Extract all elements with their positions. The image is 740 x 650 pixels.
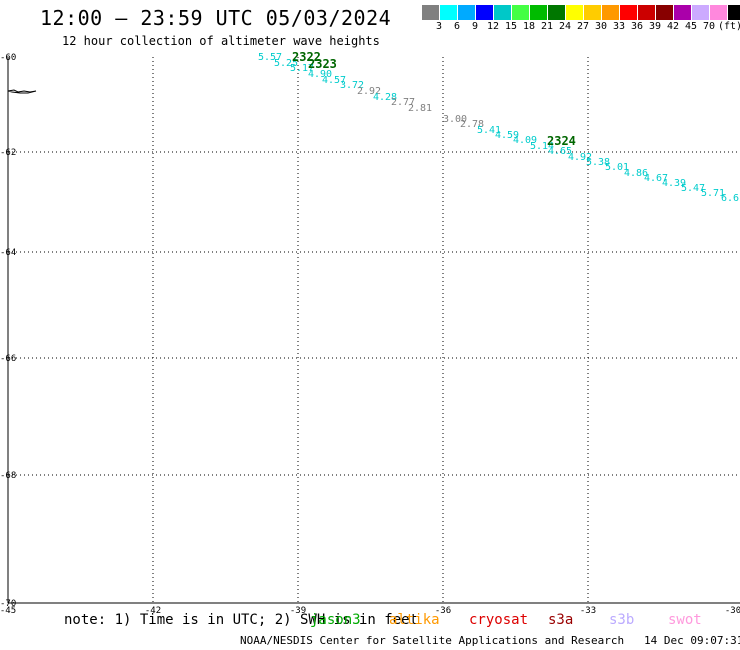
wave-height-label: 5.41	[477, 125, 501, 136]
pass-time-label: 2323	[308, 57, 337, 71]
wave-height-label: 5.38	[586, 157, 610, 168]
lat-label: -62	[0, 148, 16, 158]
pass-time-label: 2322	[292, 50, 321, 64]
legend-tick-label: 30	[594, 21, 608, 32]
legend-swatch	[511, 5, 529, 20]
lat-label: -64	[0, 248, 16, 258]
satellite-cryosat: cryosat	[469, 612, 529, 628]
wave-height-label: 4.57	[322, 75, 346, 86]
legend-swatch	[421, 5, 439, 20]
legend-tick-label: 24	[558, 21, 572, 32]
legend-tick-label: 45	[684, 21, 698, 32]
legend-swatch	[673, 5, 691, 20]
legend-tick-label: 15	[504, 21, 518, 32]
lon-label: -45	[0, 606, 16, 616]
wave-height-label: 5.14	[530, 141, 554, 152]
legend-swatch	[655, 5, 673, 20]
wave-height-label: 5.17	[290, 63, 314, 74]
color-legend	[421, 5, 740, 20]
legend-tick-label: 27	[576, 21, 590, 32]
legend-tick-label: 18	[522, 21, 536, 32]
lat-label: -68	[0, 471, 16, 481]
legend-tick-label: 33	[612, 21, 626, 32]
legend-swatch	[529, 5, 547, 20]
wave-height-label: 4.92	[568, 152, 592, 163]
legend-swatch	[583, 5, 601, 20]
lat-label: -66	[0, 354, 16, 364]
lon-label: -36	[435, 606, 451, 616]
legend-tick-label: 9	[471, 21, 479, 32]
lat-label: -70	[0, 599, 16, 609]
satellite-jason3: jason3	[310, 612, 361, 628]
legend-tick-label: 39	[648, 21, 662, 32]
lon-label: -30	[725, 606, 740, 616]
legend-tick-label: 42	[666, 21, 680, 32]
wave-height-label: 2.81	[408, 103, 432, 114]
wave-height-label: 4.90	[308, 69, 332, 80]
wave-height-label: 2.78	[460, 119, 484, 130]
wave-height-label: 5.71	[701, 188, 725, 199]
wave-height-label: 5.57	[258, 52, 282, 63]
footer-credit: NOAA/NESDIS Center for Satellite Applica…	[240, 634, 625, 647]
wave-height-label: 4.39	[662, 178, 686, 189]
page-title: 12:00 – 23:59 UTC 05/03/2024	[40, 6, 392, 30]
wave-height-label: 4.59	[495, 130, 519, 141]
legend-tick-label: 3	[435, 21, 443, 32]
page-subtitle: 12 hour collection of altimeter wave hei…	[62, 34, 380, 48]
wave-height-label: 5.25	[274, 58, 298, 69]
legend-unit: (ft)	[718, 21, 740, 32]
wave-height-label: 4.67	[644, 173, 668, 184]
legend-swatch	[637, 5, 655, 20]
wave-height-label: 3.00	[443, 114, 467, 125]
wave-height-label: 4.86	[624, 168, 648, 179]
wave-height-label: 4.09	[513, 135, 537, 146]
lon-label: -42	[145, 606, 161, 616]
satellite-s3a: s3a	[548, 612, 574, 628]
lon-label: -33	[580, 606, 596, 616]
legend-tick-label: 70	[702, 21, 716, 32]
footer-timestamp: 14 Dec 09:07:31 UTC 2024	[643, 634, 740, 647]
legend-swatch	[475, 5, 493, 20]
wave-height-label: 3.72	[340, 80, 364, 91]
satellite-swot: swot	[668, 612, 702, 628]
legend-tick-label: 21	[540, 21, 554, 32]
wave-height-label: 5.01	[605, 162, 629, 173]
wave-height-label: 2.92	[357, 86, 381, 97]
footer: NOAA/NESDIS Center for Satellite Applica…	[240, 634, 740, 647]
legend-swatch	[601, 5, 619, 20]
wave-height-label: 2.77	[391, 97, 415, 108]
satellite-altika: altika	[389, 612, 440, 628]
legend-swatch	[457, 5, 475, 20]
note-text: note: 1) Time is in UTC; 2) SWH is in fe…	[64, 612, 419, 628]
satellite-s3b: s3b	[609, 612, 635, 628]
wave-height-label: 4.65	[548, 146, 572, 157]
legend-swatch	[439, 5, 457, 20]
lon-label: -39	[290, 606, 306, 616]
legend-swatch	[691, 5, 709, 20]
legend-swatch	[727, 5, 740, 20]
wave-height-label: 4.28	[373, 92, 397, 103]
legend-tick-label: 12	[486, 21, 500, 32]
wave-height-label: 6.6	[721, 193, 739, 204]
legend-swatch	[709, 5, 727, 20]
legend-swatch	[565, 5, 583, 20]
legend-tick-label: 36	[630, 21, 644, 32]
legend-swatch	[493, 5, 511, 20]
wave-height-label: 5.47	[681, 183, 705, 194]
pass-time-label: 2324	[547, 134, 576, 148]
legend-swatch	[547, 5, 565, 20]
island-outline	[7, 89, 37, 94]
lat-label: -60	[0, 53, 16, 63]
legend-swatch	[619, 5, 637, 20]
legend-tick-label: 6	[453, 21, 461, 32]
